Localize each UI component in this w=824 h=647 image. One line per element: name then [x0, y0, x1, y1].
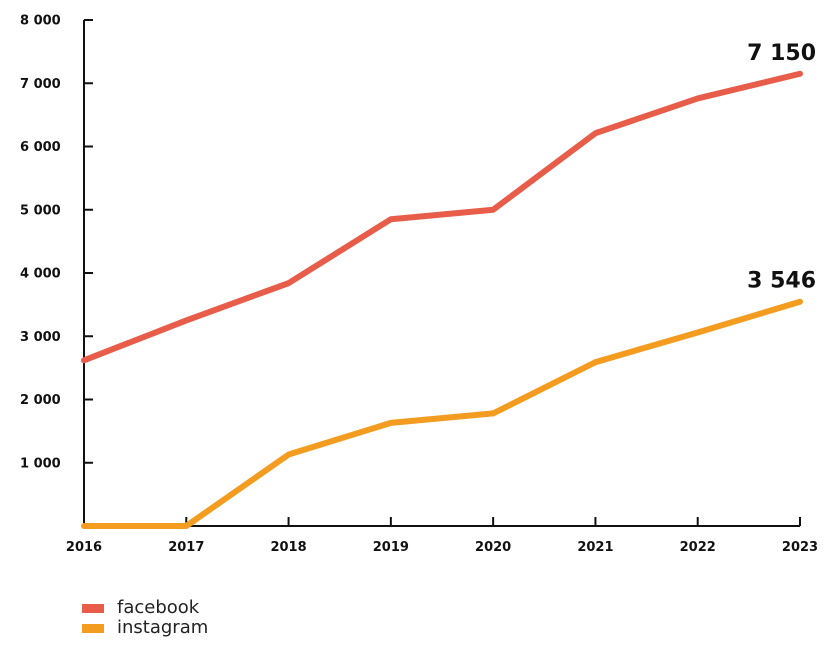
y-tick-label: 7 000 — [20, 77, 61, 92]
series-line-facebook — [81, 70, 803, 364]
data-point-instagram — [492, 412, 494, 414]
data-point-facebook — [799, 73, 801, 75]
data-point-facebook — [697, 97, 699, 99]
legend-swatch-instagram — [82, 623, 104, 633]
x-tick-label: 2020 — [475, 540, 511, 555]
end-label-facebook: 7 150 — [747, 41, 816, 66]
y-tick-label: 8 000 — [20, 14, 61, 29]
series-line-instagram — [81, 298, 803, 529]
chart-series — [81, 70, 803, 529]
chart-ticks: 1 000 2 000 3 000 4 000 5 000 6 000 7 000 8 000… — [20, 14, 818, 556]
x-tick-label: 2023 — [782, 540, 818, 555]
data-point-instagram — [185, 525, 187, 527]
data-point-facebook — [594, 132, 596, 134]
y-tick-label: 6 000 — [20, 140, 61, 155]
chart-axes — [83, 20, 800, 527]
y-tick-label: 3 000 — [20, 330, 61, 345]
line-chart: 1 000 2 000 3 000 4 000 5 000 6 000 7 000 8 000… — [20, 14, 818, 556]
y-tick-label: 2 000 — [20, 393, 61, 408]
y-tick-label: 4 000 — [20, 267, 61, 282]
data-point-facebook — [390, 218, 392, 220]
legend-label-facebook: facebook — [117, 597, 200, 618]
data-point-instagram — [594, 361, 596, 363]
x-tick-label: 2018 — [270, 540, 306, 555]
x-tick-label: 2022 — [680, 540, 716, 555]
y-tick-label: 1 000 — [20, 456, 61, 471]
data-point-instagram — [799, 301, 801, 303]
data-point-facebook — [492, 209, 494, 211]
data-point-facebook — [83, 359, 85, 361]
chart-end-labels: 7 150 3 546 — [747, 41, 816, 294]
legend-item-instagram: instagram — [82, 618, 208, 638]
data-point-facebook — [185, 319, 187, 321]
legend-item-facebook: facebook — [82, 598, 208, 618]
data-point-instagram — [288, 454, 290, 456]
data-point-instagram — [83, 525, 85, 527]
data-point-instagram — [390, 422, 392, 424]
y-tick-label: 5 000 — [20, 203, 61, 218]
x-tick-label: 2017 — [168, 540, 204, 555]
x-tick-label: 2019 — [373, 540, 409, 555]
legend-swatch-facebook — [82, 603, 104, 613]
data-point-facebook — [288, 282, 290, 284]
x-tick-label: 2016 — [66, 540, 102, 555]
end-label-instagram: 3 546 — [747, 269, 816, 294]
x-tick-label: 2021 — [577, 540, 613, 555]
chart-legend: facebook instagram — [82, 598, 208, 638]
legend-label-instagram: instagram — [117, 617, 209, 638]
data-point-instagram — [697, 331, 699, 333]
